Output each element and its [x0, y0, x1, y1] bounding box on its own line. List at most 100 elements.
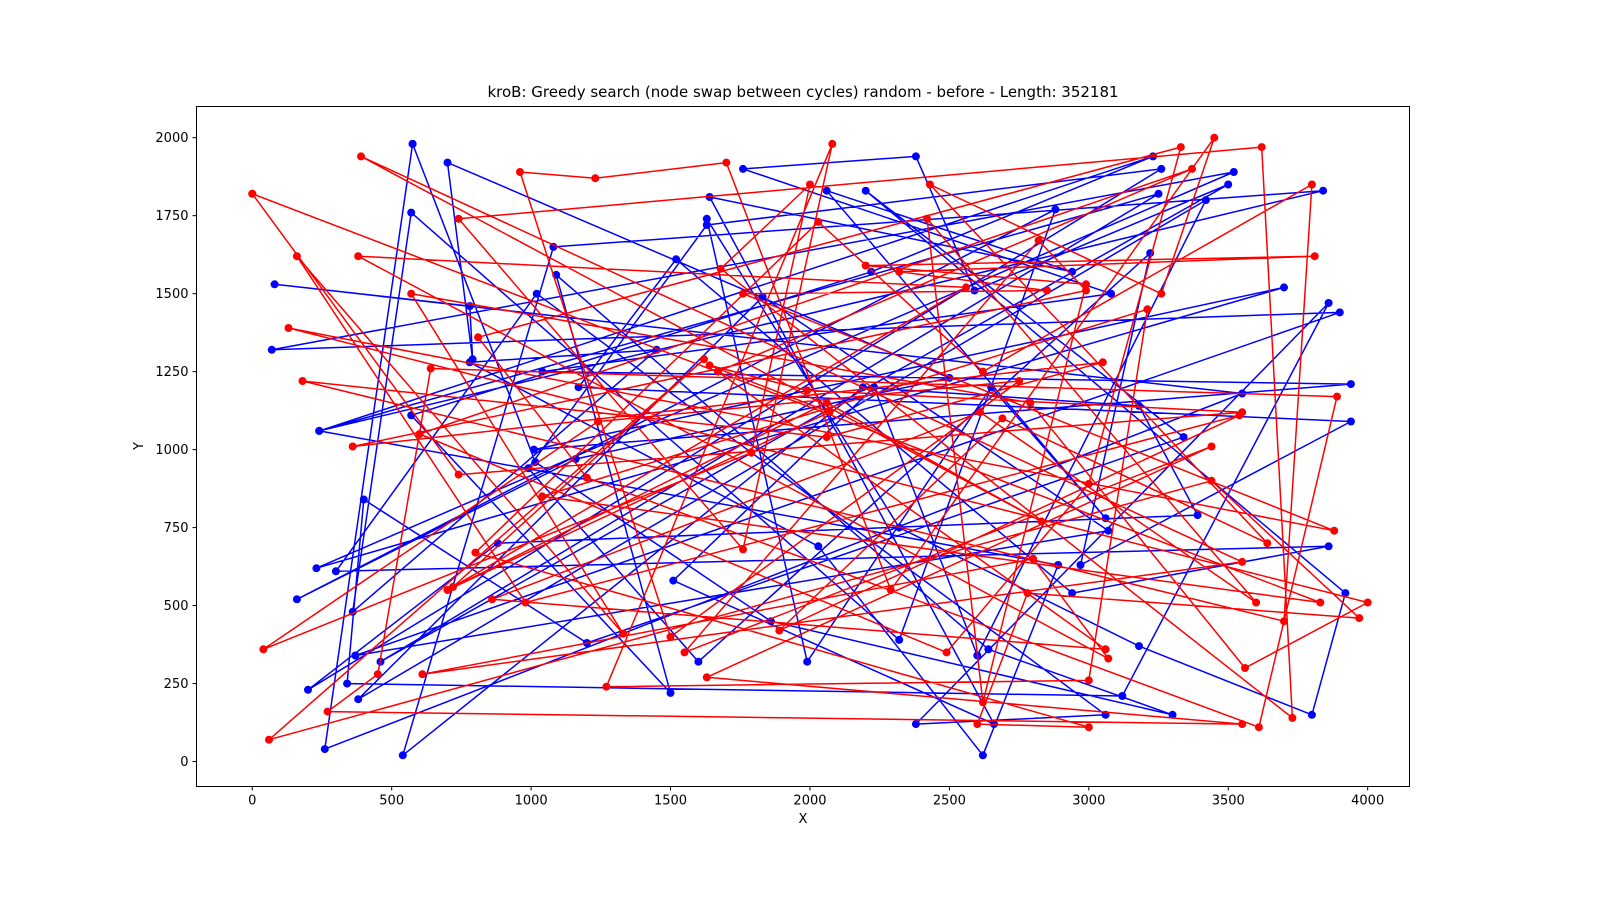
- series-0-point: [822, 186, 831, 195]
- series-1-point: [602, 682, 611, 691]
- series-1-point: [619, 629, 628, 638]
- series-1-point: [1330, 526, 1339, 535]
- series-0-point: [1324, 542, 1333, 551]
- series-0-point: [443, 158, 452, 167]
- series-0-point: [351, 651, 360, 660]
- series-0-point: [867, 267, 876, 276]
- series-1-point: [1207, 476, 1216, 485]
- series-0-point: [292, 595, 301, 604]
- series-0-point: [408, 139, 417, 148]
- series-1-point: [1238, 557, 1247, 566]
- series-1-point: [814, 217, 823, 226]
- series-0-point: [702, 221, 711, 229]
- series-1-point: [1355, 614, 1364, 623]
- series-1-point: [1333, 392, 1341, 401]
- series-1-point: [1241, 664, 1249, 672]
- x-tick-label: 3000: [1072, 794, 1105, 809]
- series-1: [248, 133, 1372, 744]
- series-1-point: [1188, 164, 1196, 173]
- series-1-point: [1082, 280, 1090, 289]
- series-0-point: [1068, 267, 1077, 276]
- series-0-point: [1068, 589, 1077, 598]
- series-0-point: [1104, 526, 1113, 535]
- series-0-point: [304, 685, 312, 694]
- series-0-point: [1280, 283, 1288, 292]
- series-0-point: [312, 564, 321, 573]
- series-0-point: [1319, 186, 1328, 195]
- series-0-point: [1193, 511, 1202, 520]
- series-1-point: [474, 333, 483, 342]
- series-1-point: [488, 595, 497, 604]
- x-tick-label: 2500: [933, 794, 966, 809]
- series-1-point: [373, 670, 382, 679]
- series-0-point: [739, 164, 747, 173]
- series-1-point: [978, 367, 987, 376]
- series-0-point: [861, 186, 870, 195]
- series-1-point: [415, 430, 424, 438]
- series-1-point: [1254, 723, 1263, 732]
- series-0-point: [531, 458, 540, 467]
- series-0-point: [758, 292, 767, 301]
- series-0-point: [911, 152, 920, 161]
- series-1-point: [1029, 554, 1038, 563]
- series-1-point: [739, 289, 747, 298]
- series-1-point: [348, 442, 357, 451]
- x-tick-label: 3500: [1212, 794, 1245, 809]
- series-0-point: [1307, 710, 1316, 719]
- chart-title: kroB: Greedy search (node swap between c…: [487, 83, 1118, 101]
- series-1-point: [705, 361, 714, 370]
- x-axis: 0 500 1000 1500 2000 2500 3000 3500 4000: [248, 786, 1384, 809]
- series-1-point: [454, 214, 463, 223]
- series-1-point: [895, 267, 904, 276]
- series-0-point: [1346, 417, 1355, 426]
- series-1-point: [1143, 305, 1152, 314]
- series-1-point: [591, 174, 600, 183]
- series-1-point: [582, 473, 591, 482]
- series-1-point: [976, 408, 985, 417]
- series-0-point: [407, 208, 416, 217]
- series-1-point: [292, 252, 301, 261]
- series-1-point: [680, 648, 689, 657]
- series-1-point: [722, 158, 731, 167]
- series-0-point: [984, 645, 993, 654]
- series-1-point: [1084, 723, 1093, 732]
- series-0-point: [1118, 692, 1127, 700]
- series-1-point: [248, 189, 257, 198]
- x-tick-label: 1500: [654, 794, 687, 809]
- series-0-point: [666, 688, 675, 697]
- series-1-point: [1034, 236, 1043, 245]
- series-1-point: [978, 698, 987, 707]
- x-tick-label: 2000: [793, 794, 826, 809]
- series-1-point: [1238, 408, 1247, 417]
- series-0-point: [354, 695, 363, 704]
- series-1-point: [1363, 598, 1372, 607]
- series-1-point: [1015, 377, 1024, 385]
- series-0-point: [407, 411, 416, 420]
- y-tick-label: 2000: [155, 131, 188, 146]
- series-0-point: [694, 657, 703, 666]
- y-axis-label: Y: [132, 442, 147, 451]
- series-0-point: [267, 345, 276, 354]
- series-1-point: [828, 139, 837, 148]
- series-0-point: [1154, 189, 1163, 198]
- series-1-point: [521, 598, 530, 607]
- series-1-point: [443, 586, 452, 594]
- series-0-point: [270, 280, 279, 289]
- series-1-point: [886, 586, 895, 594]
- series-1-point: [354, 252, 363, 261]
- series-0-line: [271, 143, 1352, 757]
- y-tick-label: 1750: [155, 209, 188, 224]
- series-1-point: [825, 408, 834, 417]
- series-1-point: [538, 492, 547, 501]
- series-0-point: [1107, 289, 1116, 298]
- series-0-point: [1157, 164, 1166, 173]
- plot-frame: [196, 106, 1410, 787]
- series-1-point: [822, 398, 831, 407]
- series-0-point: [1229, 168, 1238, 176]
- series-1-point: [1288, 713, 1297, 722]
- series-0-point: [331, 567, 340, 576]
- x-tick-label: 0: [248, 794, 256, 809]
- series-0-point: [911, 720, 920, 729]
- series-0-point: [1076, 561, 1085, 569]
